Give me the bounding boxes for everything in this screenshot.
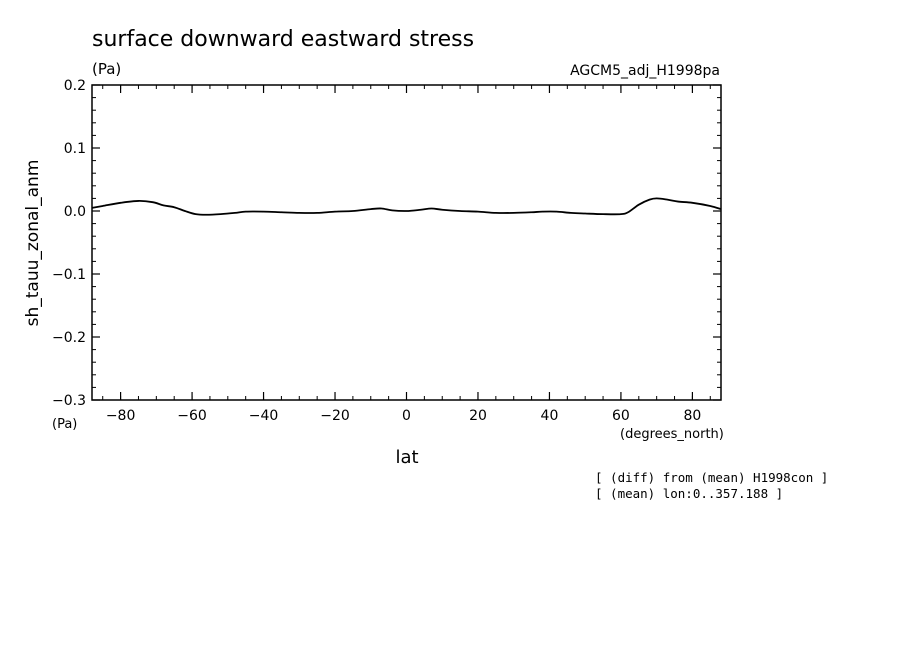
chart-title: surface downward eastward stress	[92, 27, 474, 52]
x-tick-label: −80	[106, 408, 136, 424]
plot-frame	[91, 84, 722, 401]
annotation-diff: [ (diff) from (mean) H1998con ]	[595, 470, 828, 485]
title-units: (Pa)	[92, 60, 121, 78]
dataset-label: AGCM5_adj_H1998pa	[570, 63, 720, 79]
y-axis-units: (Pa)	[52, 417, 77, 432]
x-axis-units: (degrees_north)	[620, 427, 724, 442]
x-tick-label: −40	[249, 408, 279, 424]
y-tick-label: 0.0	[64, 204, 86, 220]
x-tick-label: 0	[402, 408, 411, 424]
x-tick-label: −20	[320, 408, 350, 424]
y-axis-label: sh_tauu_zonal_anm	[23, 160, 43, 327]
y-tick-label: 0.1	[64, 141, 86, 157]
y-tick-label: −0.2	[52, 330, 86, 346]
y-axis-ticks: 0.2 0.1 0.0 −0.1 −0.2 −0.3	[52, 78, 721, 409]
x-tick-label: 80	[683, 408, 701, 424]
x-tick-label: −60	[177, 408, 207, 424]
y-tick-label: −0.1	[52, 267, 86, 283]
y-tick-label: 0.2	[64, 78, 86, 94]
x-tick-label: 60	[612, 408, 630, 424]
series-line	[91, 197, 722, 216]
x-tick-label: 20	[469, 408, 487, 424]
series-group	[91, 197, 722, 216]
x-axis-ticks: −80 −60 −40 −20 0 20 40 60 80	[102, 85, 711, 424]
annotation-mean: [ (mean) lon:0..357.188 ]	[595, 486, 783, 501]
y-tick-label: −0.3	[52, 393, 86, 409]
x-axis-label: lat	[395, 447, 418, 468]
x-tick-label: 40	[541, 408, 559, 424]
